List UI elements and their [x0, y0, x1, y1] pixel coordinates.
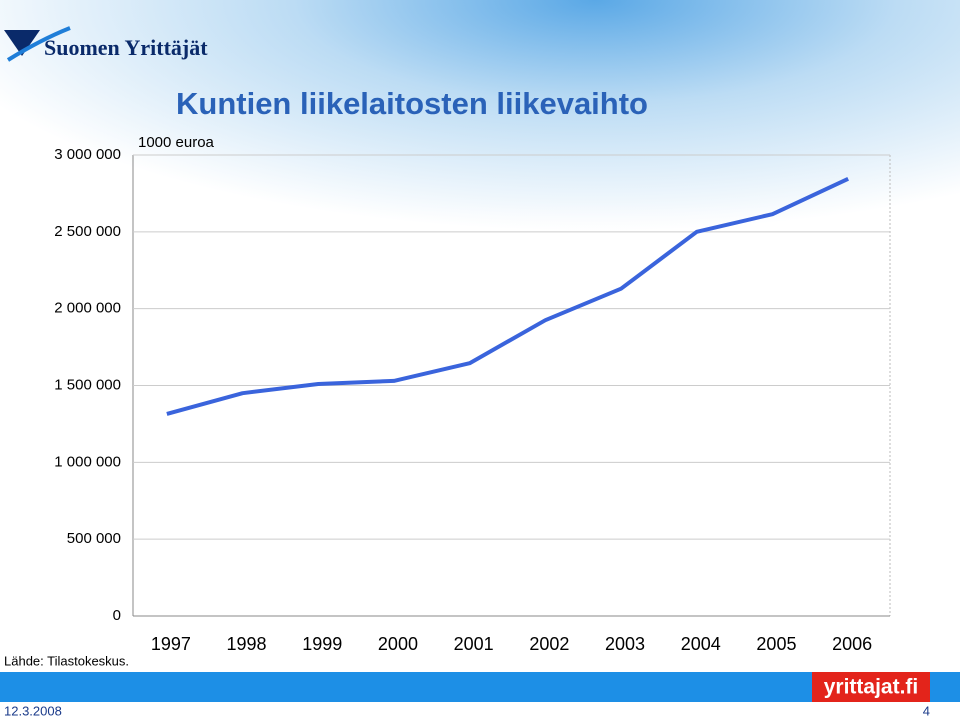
logo-mark — [4, 30, 40, 56]
y-axis-unit: 1000 euroa — [138, 134, 215, 151]
y-tick-label: 500 000 — [67, 530, 121, 547]
x-tick-label: 2000 — [378, 634, 418, 654]
x-tick-label: 2006 — [832, 634, 872, 654]
brand-box — [812, 672, 930, 702]
data-line — [166, 177, 849, 416]
x-tick-label: 1997 — [151, 634, 191, 654]
y-tick-label: 2 500 000 — [54, 223, 121, 240]
x-tick-label: 2002 — [529, 634, 569, 654]
source: Lähde: Tilastokeskus. — [4, 653, 129, 668]
y-tick-label: 1 500 000 — [54, 376, 121, 393]
plot: 0 500 000 1 000 000 1 500 000 2 000 000 2 500… — [54, 146, 890, 654]
sky-fade — [0, 200, 960, 330]
logo-text: Suomen Yrittäjät — [44, 35, 208, 60]
x-tick-label: 2004 — [681, 634, 721, 654]
y-tick-label: 2 000 000 — [54, 300, 121, 317]
x-tick-label: 1998 — [227, 634, 267, 654]
y-tick-label: 0 — [113, 607, 121, 624]
date: 12.3.2008 — [4, 703, 62, 718]
y-tick-label: 1 000 000 — [54, 453, 121, 470]
footer-band — [0, 672, 960, 702]
chart-title: Kuntien liikelaitosten liikevaihto — [176, 86, 648, 121]
x-tick-label: 2005 — [756, 634, 796, 654]
x-tick-label: 1999 — [302, 634, 342, 654]
y-tick-label: 3 000 000 — [54, 146, 121, 163]
brand: yrittajat.fi — [824, 676, 919, 699]
x-tick-label: 2001 — [454, 634, 494, 654]
x-tick-label: 2003 — [605, 634, 645, 654]
page-number: 4 — [923, 703, 930, 718]
logo-swoosh — [6, 26, 71, 62]
